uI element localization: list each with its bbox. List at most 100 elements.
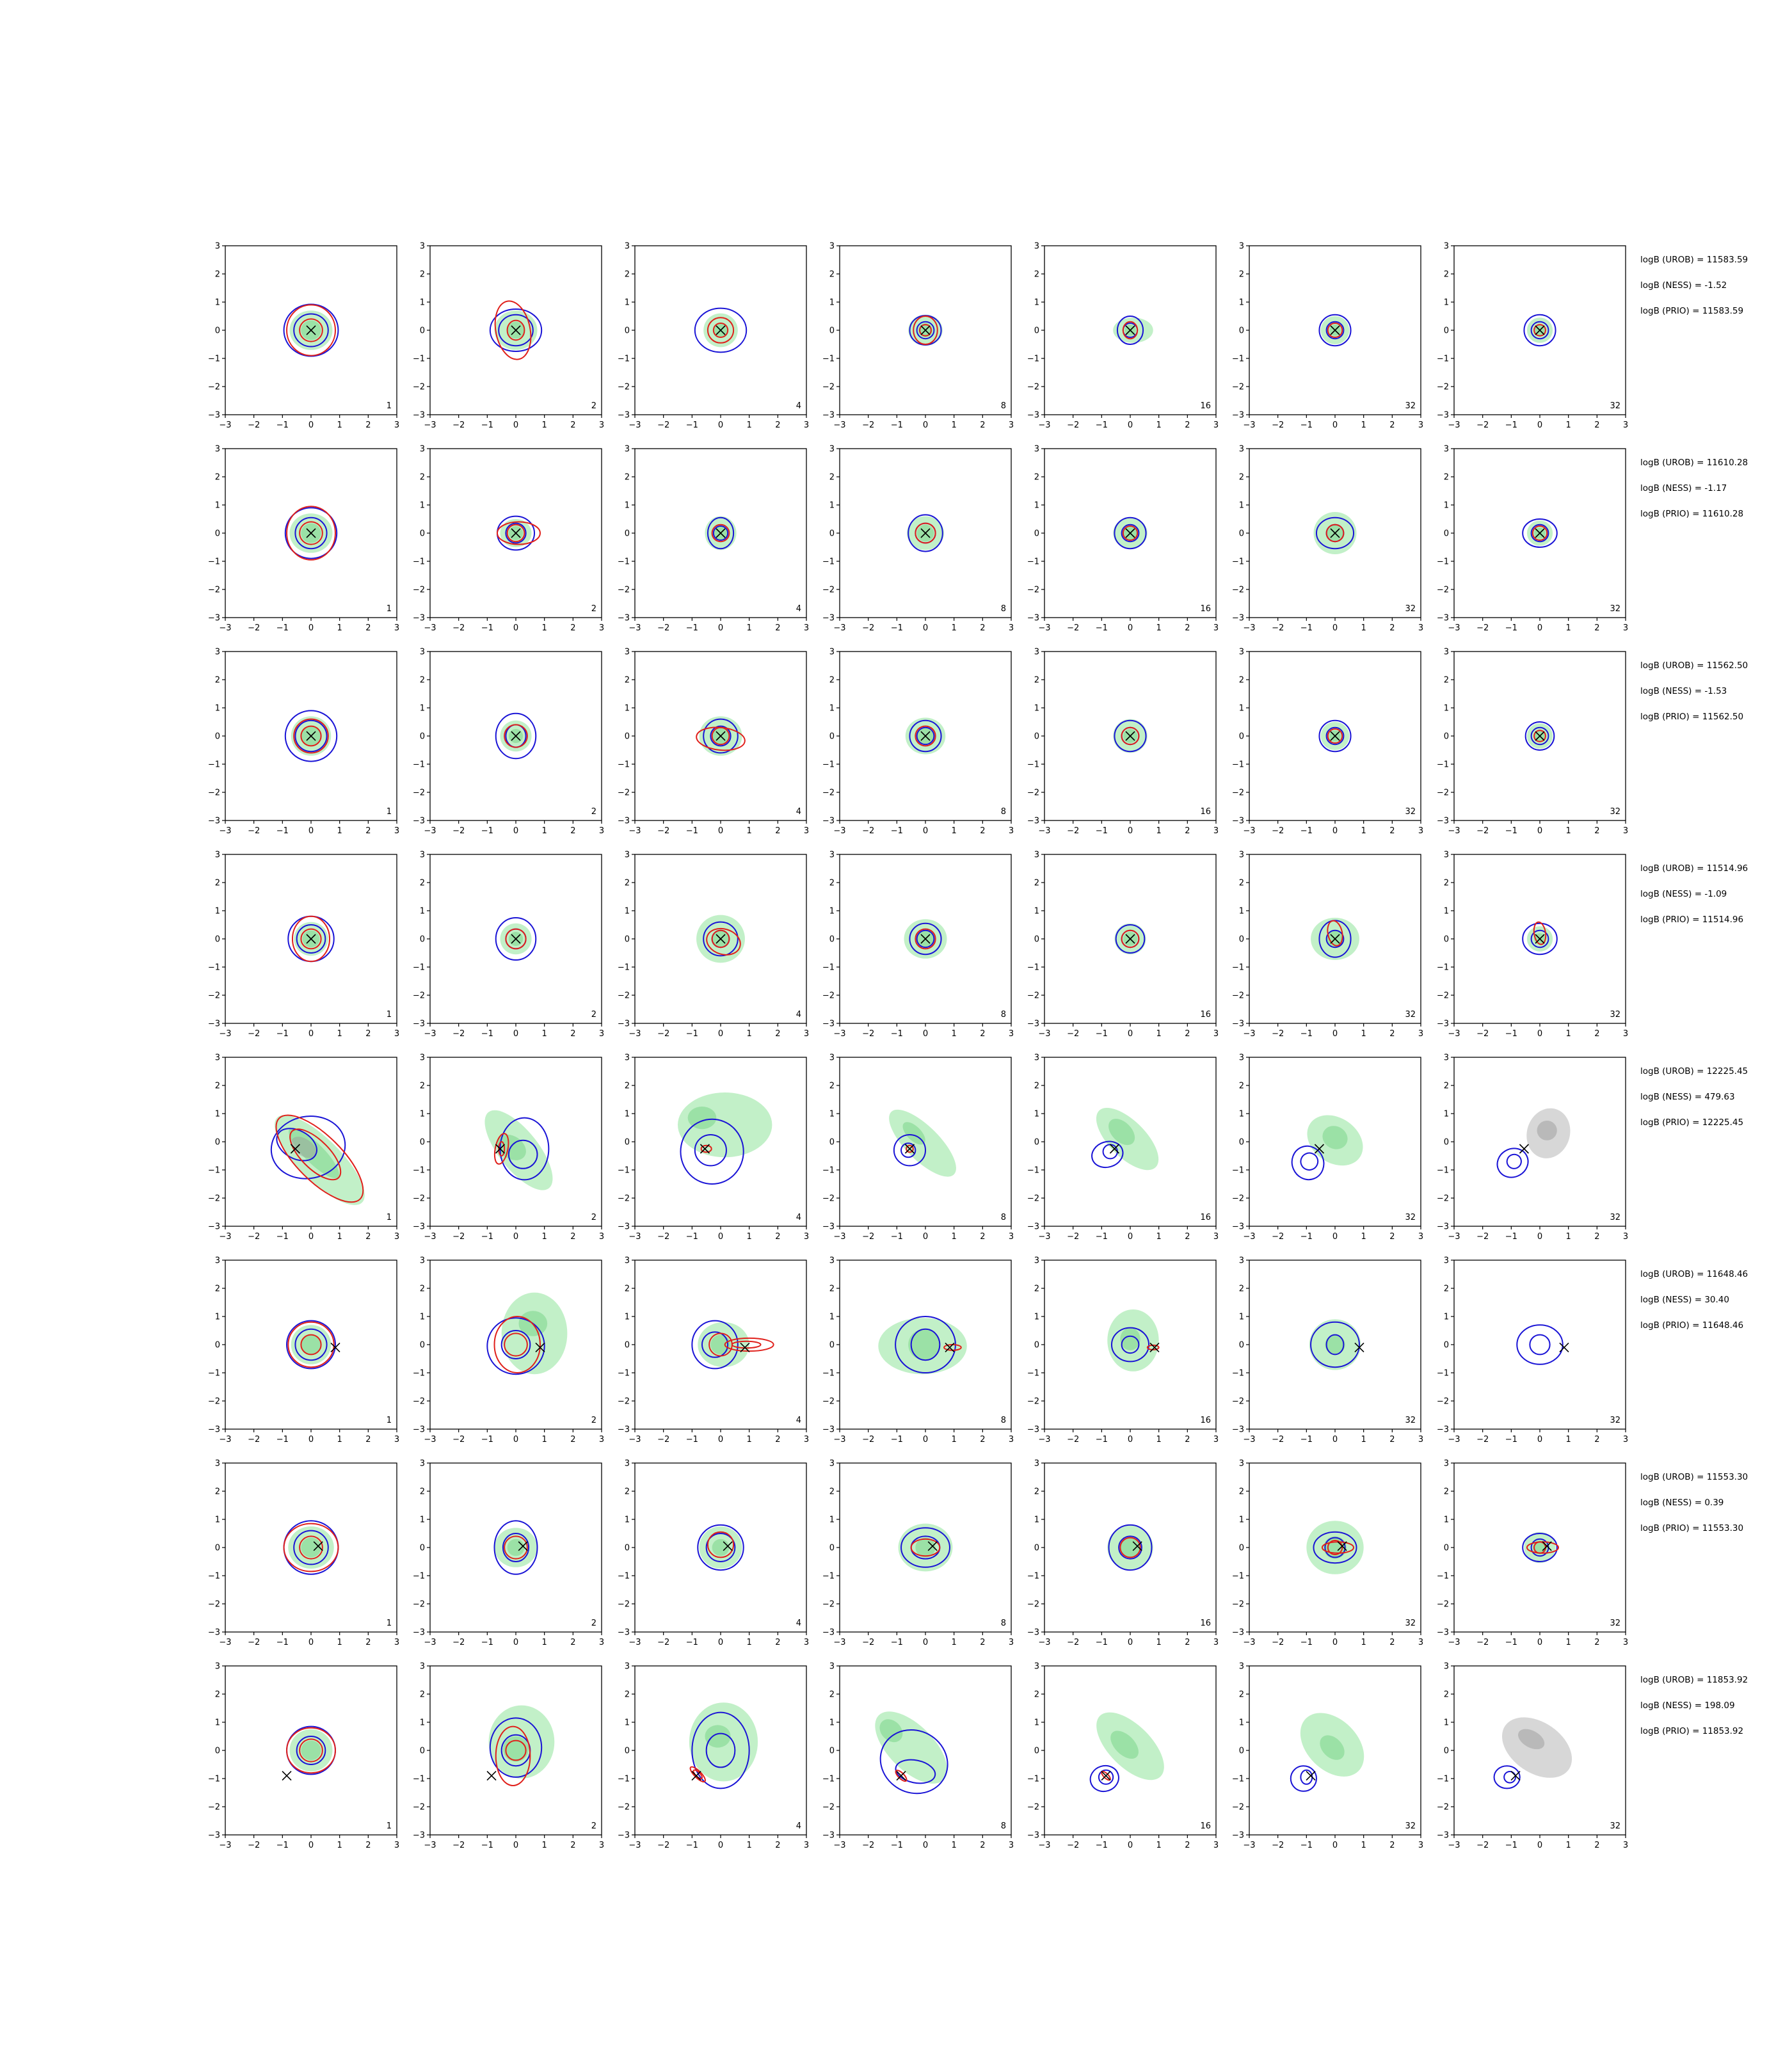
subplot-plot-area — [1522, 1532, 1560, 1564]
x-tick-label: 1 — [747, 1638, 752, 1647]
x-tick-label: 0 — [513, 826, 518, 836]
truth-marker — [716, 731, 726, 741]
x-tick-label: −1 — [686, 826, 698, 836]
red-contour — [286, 1727, 336, 1774]
x-tick-label: 2 — [570, 623, 575, 633]
x-tick-label: 3 — [1623, 826, 1628, 836]
x-tick-label: −3 — [1448, 420, 1460, 430]
y-tick-label: −2 — [413, 1600, 425, 1610]
x-tick-label: −3 — [424, 1841, 436, 1850]
x-tick-label: −2 — [1476, 1435, 1489, 1444]
x-tick-label: 0 — [1332, 1029, 1338, 1039]
y-tick-label: −2 — [1027, 586, 1039, 595]
y-tick-label: 3 — [1444, 851, 1449, 860]
y-tick-label: 1 — [420, 501, 425, 511]
y-tick-label: 0 — [1239, 1544, 1244, 1553]
truth-marker — [486, 1771, 497, 1781]
x-tick-label: 1 — [337, 623, 342, 633]
y-tick-label: 1 — [1239, 1313, 1244, 1322]
y-tick-label: 1 — [1239, 1516, 1244, 1525]
x-tick-label: 3 — [599, 1638, 604, 1647]
y-tick-label: −3 — [413, 411, 425, 420]
y-tick-label: 0 — [215, 732, 220, 742]
y-tick-label: −1 — [822, 1572, 835, 1581]
y-tick-label: 3 — [829, 1459, 835, 1469]
x-tick-label: 0 — [1537, 1435, 1542, 1444]
y-tick-label: −3 — [1232, 1831, 1244, 1841]
x-tick-label: 0 — [923, 420, 928, 430]
subplot-plot-area — [284, 506, 338, 561]
y-tick-label: −2 — [1232, 1194, 1244, 1204]
subplot: −3−3 −2 −2 −1 −1 0 0 1 1 2 2 3 3 32 — [1232, 1662, 1423, 1851]
red-contour — [286, 506, 336, 561]
red-contour — [1122, 525, 1139, 541]
row-stat-label: logB (NESS) = -1.53 — [1640, 686, 1727, 696]
x-tick-label: −1 — [1096, 1435, 1108, 1444]
x-tick-label: −3 — [424, 1435, 436, 1444]
blue-contour — [489, 1717, 543, 1778]
y-tick-label: 0 — [1239, 1747, 1244, 1756]
x-tick-label: −3 — [1243, 1435, 1255, 1444]
red-contour — [1533, 730, 1546, 742]
x-tick-label: −2 — [452, 826, 465, 836]
y-tick-label: 3 — [1444, 1662, 1449, 1672]
x-tick-label: −1 — [1300, 1638, 1313, 1647]
y-tick-label: −3 — [1232, 1628, 1244, 1638]
red-contour — [299, 318, 323, 342]
x-tick-label: −2 — [1476, 420, 1489, 430]
y-tick-label: 0 — [215, 1341, 220, 1350]
x-tick-label: −1 — [1505, 1029, 1517, 1039]
y-tick-label: 0 — [420, 935, 425, 945]
blue-contour — [703, 718, 739, 754]
y-tick-label: 3 — [215, 648, 220, 657]
x-tick-label: 2 — [775, 1029, 780, 1039]
y-tick-label: 2 — [829, 676, 835, 685]
blue-contour — [1522, 518, 1558, 548]
subplot-plot-area — [495, 712, 537, 760]
y-tick-label: 1 — [829, 501, 835, 511]
red-contour — [299, 521, 323, 545]
x-tick-label: −2 — [862, 826, 874, 836]
y-tick-label: 0 — [625, 1138, 630, 1148]
blue-contour — [1114, 516, 1147, 550]
x-tick-label: −2 — [1476, 1841, 1489, 1850]
x-tick-label: −2 — [1272, 420, 1284, 430]
x-tick-label: −1 — [276, 1029, 289, 1039]
x-tick-label: −3 — [1038, 826, 1050, 836]
x-tick-label: 3 — [1623, 1029, 1628, 1039]
subplot-plot-area — [1516, 1324, 1569, 1365]
truth-marker — [1330, 934, 1340, 944]
y-tick-label: 2 — [829, 270, 835, 280]
x-tick-label: 3 — [1623, 1232, 1628, 1242]
y-tick-label: 3 — [215, 1459, 220, 1469]
y-tick-label: −3 — [208, 1020, 220, 1029]
truth-marker — [1535, 528, 1545, 538]
x-tick-label: 2 — [1389, 1841, 1395, 1850]
density-fill-inner — [710, 1334, 731, 1355]
x-tick-label: −1 — [1096, 420, 1108, 430]
y-tick-label: 1 — [1444, 907, 1449, 916]
y-tick-label: 1 — [215, 501, 220, 511]
x-tick-label: −3 — [1448, 1435, 1460, 1444]
blue-contour — [270, 1115, 346, 1180]
blue-contour — [908, 514, 943, 552]
x-tick-label: 1 — [542, 1029, 547, 1039]
y-tick-label: −3 — [618, 614, 630, 623]
y-tick-label: 2 — [1239, 879, 1244, 888]
y-tick-label: −1 — [413, 963, 425, 973]
y-tick-label: 3 — [829, 648, 835, 657]
subplot-plot-area — [906, 514, 945, 552]
y-tick-label: −3 — [822, 1628, 835, 1638]
x-tick-label: −1 — [891, 1029, 903, 1039]
y-tick-label: 3 — [215, 851, 220, 860]
y-tick-label: −1 — [822, 1166, 835, 1176]
x-tick-label: 2 — [1185, 1029, 1190, 1039]
subplot-plot-area — [1524, 721, 1555, 751]
panel-corner-label: 2 — [591, 604, 596, 614]
